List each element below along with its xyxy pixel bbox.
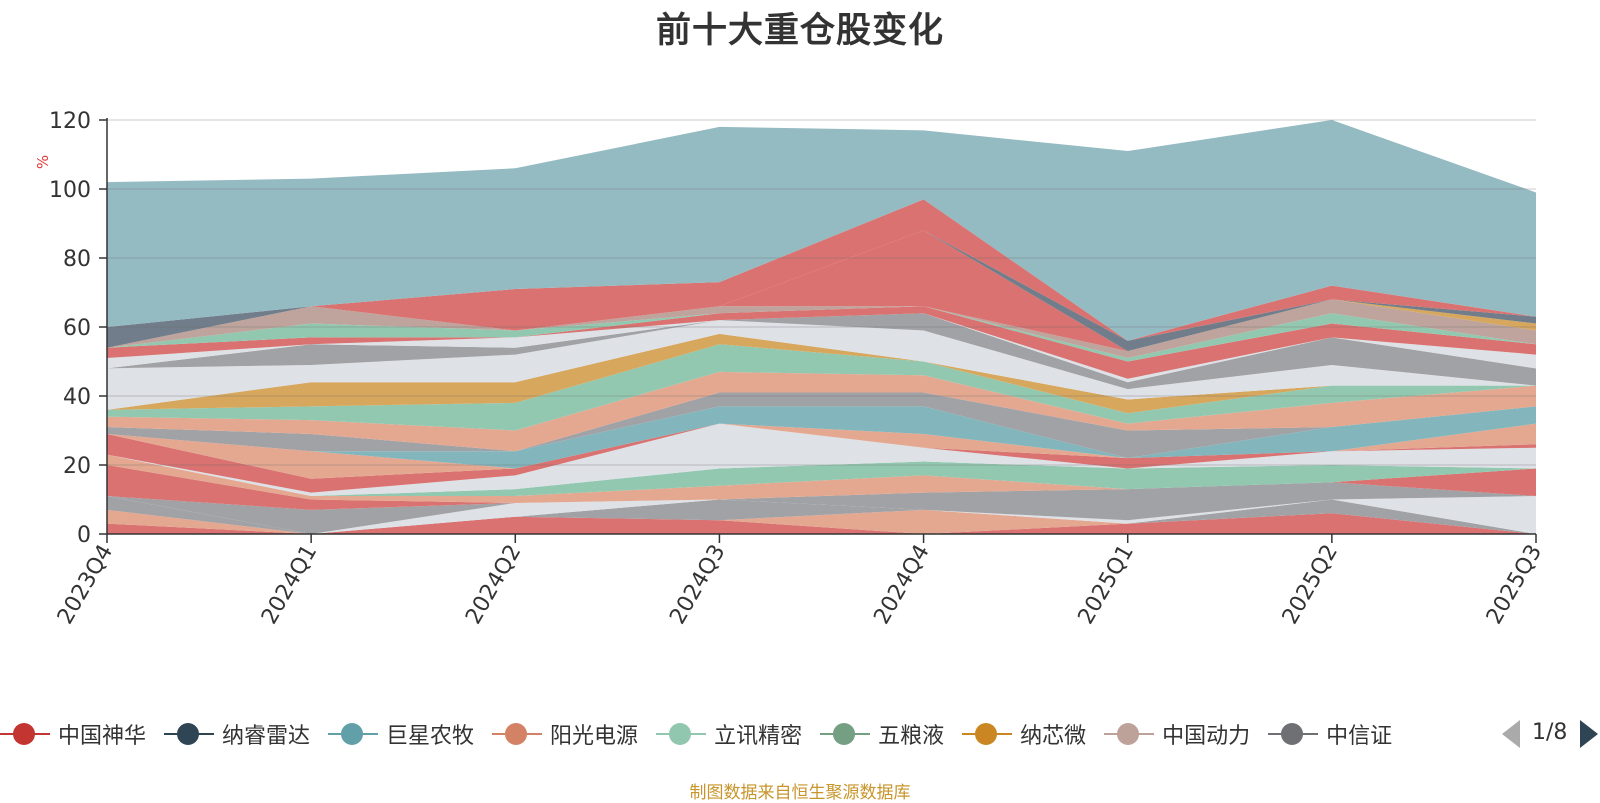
legend-label: 中国动力	[1162, 724, 1251, 749]
area-series-15	[107, 333, 1536, 414]
y-tick-label: 60	[63, 316, 91, 341]
legend-marker-icon	[0, 722, 50, 746]
legend-next-page-icon[interactable]	[1580, 720, 1598, 748]
area-series-4	[107, 482, 1536, 534]
legend-label: 五粮液	[878, 724, 945, 749]
area-series-17	[107, 313, 1536, 390]
legend-marker-icon	[962, 722, 1013, 746]
legend-item[interactable]: 纳睿雷达	[164, 716, 310, 752]
area-series-25	[107, 199, 1536, 341]
chart-title: 前十大重仓股变化	[655, 11, 944, 51]
x-tick-label: 2025Q3	[1482, 541, 1547, 629]
legend-prev-page-icon[interactable]	[1502, 720, 1520, 748]
legend-item[interactable]: 纳芯微	[962, 716, 1086, 752]
area-series-8	[107, 423, 1536, 497]
legend-label: 纳睿雷达	[222, 724, 311, 749]
legend-marker-icon	[328, 722, 379, 746]
legend-marker-icon	[820, 722, 871, 746]
area-series-2	[107, 496, 1536, 534]
area-series-21	[107, 299, 1536, 359]
grid-lines	[107, 119, 1536, 466]
x-tick-label: 2024Q3	[665, 541, 730, 629]
area-series-16	[107, 320, 1536, 410]
legend-item[interactable]: 阳光电源	[492, 716, 638, 752]
legend-label: 阳光电源	[550, 724, 639, 749]
area-series-19	[107, 306, 1536, 379]
legend-label: 中信证	[1326, 724, 1393, 749]
y-tick-label: 80	[63, 247, 91, 272]
legend-item[interactable]: 五粮液	[820, 716, 944, 752]
legend-item[interactable]: 中国动力	[1104, 716, 1250, 752]
legend: 中国神华 纳睿雷达 巨星农牧 阳光电源 立讯精密 五粮液 纳芯微 中国动力 中信证	[0, 716, 1482, 752]
y-tick-label: 40	[63, 385, 91, 410]
x-tick-label: 2024Q4	[869, 541, 934, 629]
area-series-20	[107, 306, 1536, 362]
legend-label: 纳芯微	[1020, 724, 1087, 749]
x-tick-label: 2024Q2	[461, 541, 526, 629]
y-tick-label: 20	[63, 454, 91, 479]
legend-marker-icon	[164, 722, 215, 746]
x-tick-label: 2025Q2	[1278, 541, 1343, 629]
area-series-5	[107, 465, 1536, 510]
area-series-12	[107, 392, 1536, 459]
legend-label: 巨星农牧	[386, 724, 475, 749]
area-series-6	[107, 454, 1536, 503]
area-series-9	[107, 423, 1536, 493]
area-series-3	[107, 496, 1536, 534]
area-series-group	[107, 120, 1536, 534]
area-series-11	[107, 406, 1536, 469]
legend-marker-icon	[656, 722, 707, 746]
area-series-10	[107, 423, 1536, 479]
legend-label: 立讯精密	[714, 724, 803, 749]
area-series-14	[107, 344, 1536, 431]
area-series-22	[107, 230, 1536, 352]
area-series-7	[107, 454, 1536, 497]
area-series-13	[107, 371, 1536, 452]
legend-item[interactable]: 中国神华	[0, 716, 146, 752]
x-tick-label: 2024Q1	[257, 541, 322, 629]
area-series-1	[107, 509, 1536, 534]
legend-marker-icon	[1268, 722, 1319, 746]
legend-item[interactable]: 立讯精密	[656, 716, 802, 752]
y-tick-label: 0	[77, 523, 91, 548]
y-axis-unit-label: %	[34, 155, 52, 169]
legend-marker-icon	[1104, 722, 1155, 746]
legend-marker-icon	[492, 722, 543, 746]
legend-page-indicator: 1/8	[1532, 720, 1568, 745]
legend-item[interactable]: 巨星农牧	[328, 716, 474, 752]
x-tick-label: 2025Q1	[1074, 541, 1139, 629]
data-source-note: 制图数据来自恒生聚源数据库	[689, 783, 911, 803]
x-tick-label: 2023Q4	[53, 541, 118, 629]
legend-item[interactable]: 中信证	[1268, 716, 1392, 752]
legend-label: 中国神华	[58, 724, 147, 749]
y-tick-label: 120	[49, 109, 91, 134]
area-series-0	[107, 513, 1536, 534]
legend-pager: 1/8	[1500, 718, 1600, 750]
y-tick-label: 100	[49, 178, 91, 203]
area-series-26	[107, 120, 1536, 341]
